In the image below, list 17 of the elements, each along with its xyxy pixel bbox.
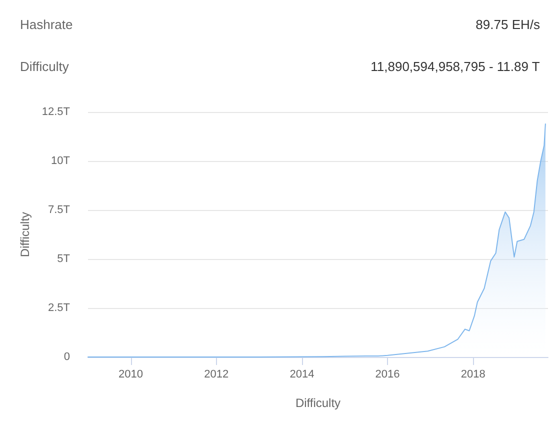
y-axis-title: Difficulty xyxy=(18,212,32,258)
y-tick-label: 2.5T xyxy=(48,302,70,314)
x-tick-label: 2012 xyxy=(204,368,229,380)
text: Hashrate xyxy=(20,17,73,32)
text: Difficulty xyxy=(20,59,70,74)
y-tick-label: 12.5T xyxy=(42,106,70,118)
x-tick-label: 2010 xyxy=(118,368,144,380)
x-tick-label: 2014 xyxy=(290,368,314,380)
y-tick-label: 10T xyxy=(51,155,70,167)
y-tick-label: 7.5T xyxy=(48,204,70,216)
text: 89.75 EH/s xyxy=(476,17,540,32)
y-tick-label: 0 xyxy=(64,351,70,363)
y-tick-label: 5T xyxy=(57,253,70,265)
x-axis-title: Difficulty xyxy=(295,396,341,410)
x-tick-label: 2018 xyxy=(460,368,486,380)
text: 11,890,594,958,795 - 11.89 T xyxy=(370,59,540,74)
x-tick-label: 2016 xyxy=(375,368,400,380)
